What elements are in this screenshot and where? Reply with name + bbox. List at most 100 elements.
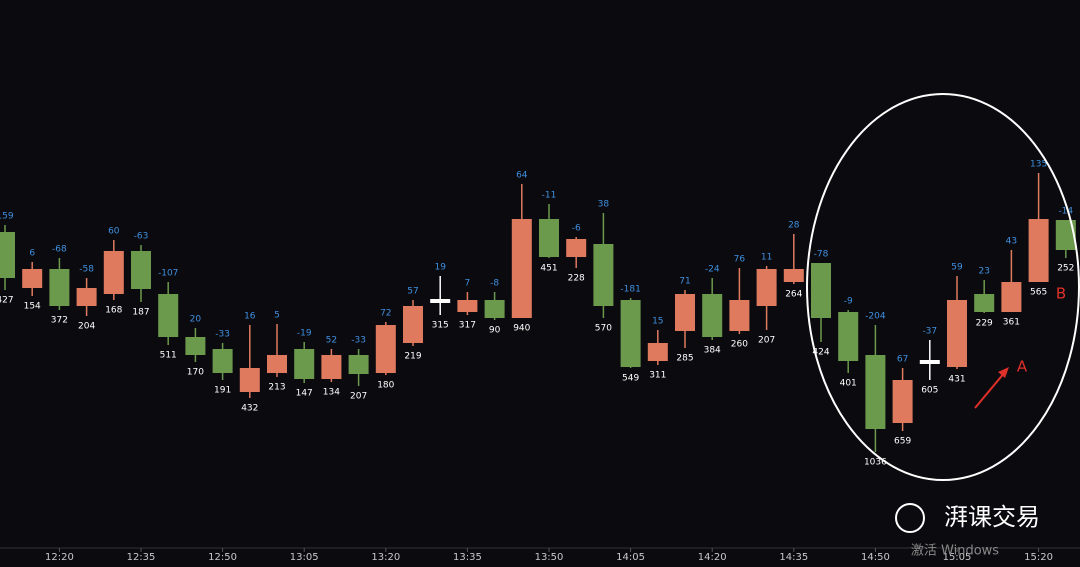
delta-label: 72 xyxy=(380,309,391,319)
volume-label: 511 xyxy=(160,351,177,361)
delta-label: -33 xyxy=(215,330,230,340)
delta-label: 5 xyxy=(274,311,280,321)
delta-label: 20 xyxy=(190,315,202,325)
volume-label: 207 xyxy=(350,392,367,402)
delta-label: 38 xyxy=(598,200,610,210)
volume-label: 372 xyxy=(51,316,68,326)
candle-body xyxy=(593,244,614,306)
x-tick-label: 12:35 xyxy=(127,552,156,563)
delta-label: -6 xyxy=(572,224,581,234)
delta-label: 159 xyxy=(0,212,14,222)
candle-body xyxy=(457,300,478,312)
arrow xyxy=(974,371,1006,409)
volume-label: 549 xyxy=(622,374,639,384)
candle-body xyxy=(811,263,831,318)
delta-label: 11 xyxy=(761,253,772,263)
delta-label: 28 xyxy=(788,221,800,231)
volume-label: 213 xyxy=(268,383,285,393)
candle-body xyxy=(22,269,43,288)
delta-label: -19 xyxy=(297,329,312,339)
x-tick-label: 14:50 xyxy=(861,552,890,563)
candle-body xyxy=(511,219,532,318)
candle-body xyxy=(403,306,423,343)
delta-label: 60 xyxy=(108,227,120,237)
delta-label: 23 xyxy=(978,267,989,277)
volume-label: 401 xyxy=(840,379,857,389)
candle-body xyxy=(756,269,777,306)
x-tick-label: 15:05 xyxy=(943,552,972,563)
delta-label: -11 xyxy=(542,191,557,201)
volume-label: 432 xyxy=(241,404,258,414)
volume-label: 170 xyxy=(187,368,204,378)
candle-body xyxy=(647,343,668,361)
candle-body xyxy=(675,294,695,331)
volume-label: 427 xyxy=(0,296,14,306)
annotation: B xyxy=(1056,285,1066,303)
delta-label: 52 xyxy=(326,336,337,346)
volume-label: 168 xyxy=(105,306,122,316)
x-tick-label: 15:20 xyxy=(1024,552,1053,563)
delta-label: 16 xyxy=(244,312,256,322)
candle-body xyxy=(158,294,179,337)
delta-label: -14 xyxy=(1058,207,1073,217)
volume-label: 264 xyxy=(785,290,802,300)
x-tick-label: 14:35 xyxy=(779,552,808,563)
volume-label: 154 xyxy=(24,302,41,312)
candle-body xyxy=(321,355,342,379)
highlight-ellipse xyxy=(806,93,1080,481)
arrow-head xyxy=(998,367,1009,378)
candle-body xyxy=(539,219,559,257)
volume-label: 219 xyxy=(404,352,421,362)
candle-body xyxy=(729,300,750,331)
delta-label: -24 xyxy=(705,265,720,275)
volume-label: 191 xyxy=(214,386,231,396)
volume-label: 431 xyxy=(948,375,965,385)
delta-label: -58 xyxy=(79,265,94,275)
delta-label: 43 xyxy=(1006,237,1017,247)
annotation: A xyxy=(1017,358,1028,376)
volume-label: 605 xyxy=(921,386,938,396)
delta-label: 6 xyxy=(29,249,35,259)
delta-label: 67 xyxy=(897,355,908,365)
candle-body xyxy=(0,232,15,278)
delta-label: -63 xyxy=(134,232,149,242)
delta-label: 59 xyxy=(951,263,963,273)
watermark: 湃课交易 xyxy=(944,503,1040,531)
candle-body xyxy=(620,300,641,367)
candle-body xyxy=(375,325,396,373)
x-tick-label: 13:05 xyxy=(290,552,319,563)
delta-label: 135 xyxy=(1030,160,1047,170)
delta-label: -78 xyxy=(814,250,829,260)
volume-label: 90 xyxy=(489,326,501,336)
volume-label: 317 xyxy=(459,321,476,331)
volume-label: 570 xyxy=(595,324,612,334)
x-tick-label: 12:50 xyxy=(208,552,237,563)
candle-body xyxy=(702,294,723,337)
delta-label: 64 xyxy=(516,171,528,181)
volume-label: 940 xyxy=(513,324,530,334)
candle-body xyxy=(865,355,886,429)
delta-label: 7 xyxy=(465,279,471,289)
delta-label: 71 xyxy=(679,277,690,287)
candle-body xyxy=(838,312,859,361)
candle-body xyxy=(892,380,913,423)
x-tick-label: 12:20 xyxy=(45,552,74,563)
os-watermark: 激活 Windows xyxy=(911,544,999,559)
delta-label: 15 xyxy=(652,317,663,327)
volume-label: 147 xyxy=(296,389,313,399)
candle-body xyxy=(1028,219,1049,282)
candle-body xyxy=(131,251,151,289)
volume-label: 204 xyxy=(78,322,95,332)
candle-body xyxy=(919,360,940,364)
volume-label: 384 xyxy=(704,346,721,356)
x-tick-label: 14:20 xyxy=(698,552,727,563)
volume-label: 451 xyxy=(540,264,557,274)
volume-label: 134 xyxy=(323,388,340,398)
delta-label: -204 xyxy=(865,312,886,322)
x-tick-label: 13:20 xyxy=(371,552,400,563)
candle-body xyxy=(974,294,995,312)
delta-label: 76 xyxy=(734,255,746,265)
volume-label: 180 xyxy=(377,381,394,391)
volume-label: 1036 xyxy=(864,458,887,468)
